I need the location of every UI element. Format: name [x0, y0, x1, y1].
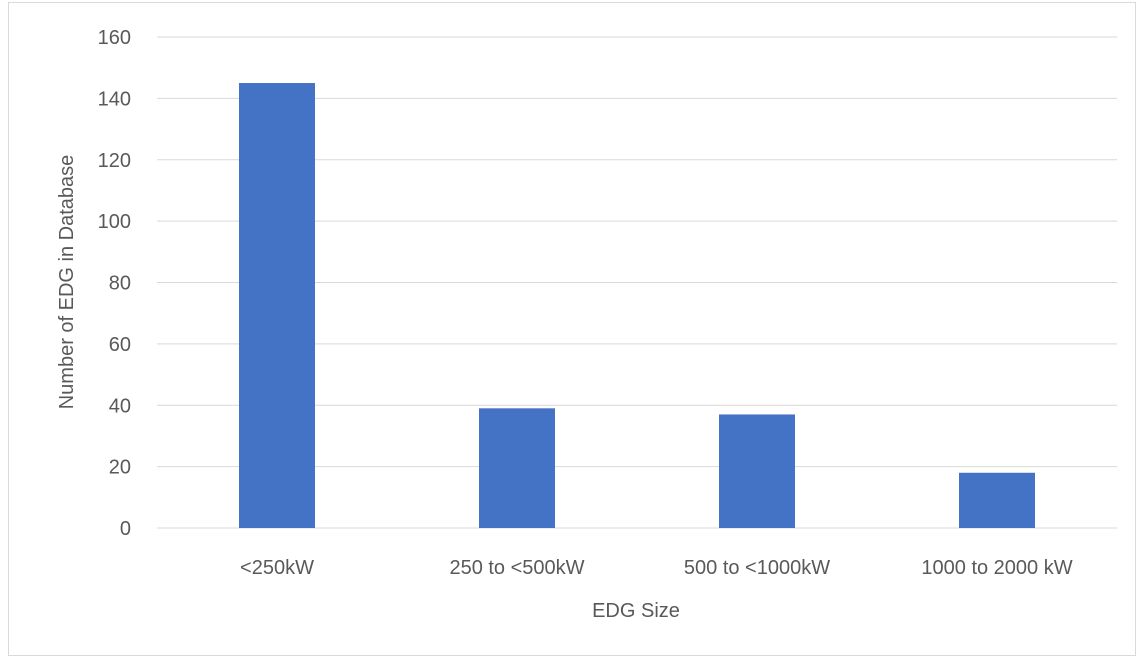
y-tick-label: 120 — [98, 150, 131, 172]
y-tick-label: 100 — [98, 211, 131, 233]
bar — [959, 472, 1035, 528]
x-tick-label: 250 to <500kW — [449, 557, 584, 579]
gridlines — [157, 36, 1117, 529]
y-axis-ticks: 0 20 40 60 80 100 120 140 160 — [98, 27, 131, 540]
chart-frame — [8, 2, 1136, 656]
y-tick-label: 160 — [98, 27, 131, 49]
x-tick-label: 1000 to 2000 kW — [921, 557, 1072, 579]
y-tick-label: 0 — [120, 518, 131, 540]
bar — [719, 414, 795, 528]
x-axis-ticks: <250kW 250 to <500kW 500 to <1000kW 1000 to… — [240, 557, 1073, 579]
y-tick-label: 40 — [109, 395, 131, 417]
x-axis-title: EDG Size — [592, 600, 680, 622]
y-tick-label: 60 — [109, 334, 131, 356]
bar — [479, 408, 555, 528]
x-tick-label: <250kW — [240, 557, 314, 579]
y-axis-title: Number of EDG in Database — [56, 155, 78, 410]
x-tick-label: 500 to <1000kW — [684, 557, 830, 579]
y-tick-label: 140 — [98, 88, 131, 110]
bars — [239, 83, 1035, 528]
y-tick-label: 20 — [109, 457, 131, 479]
bar — [239, 83, 315, 528]
y-tick-label: 80 — [109, 273, 131, 295]
